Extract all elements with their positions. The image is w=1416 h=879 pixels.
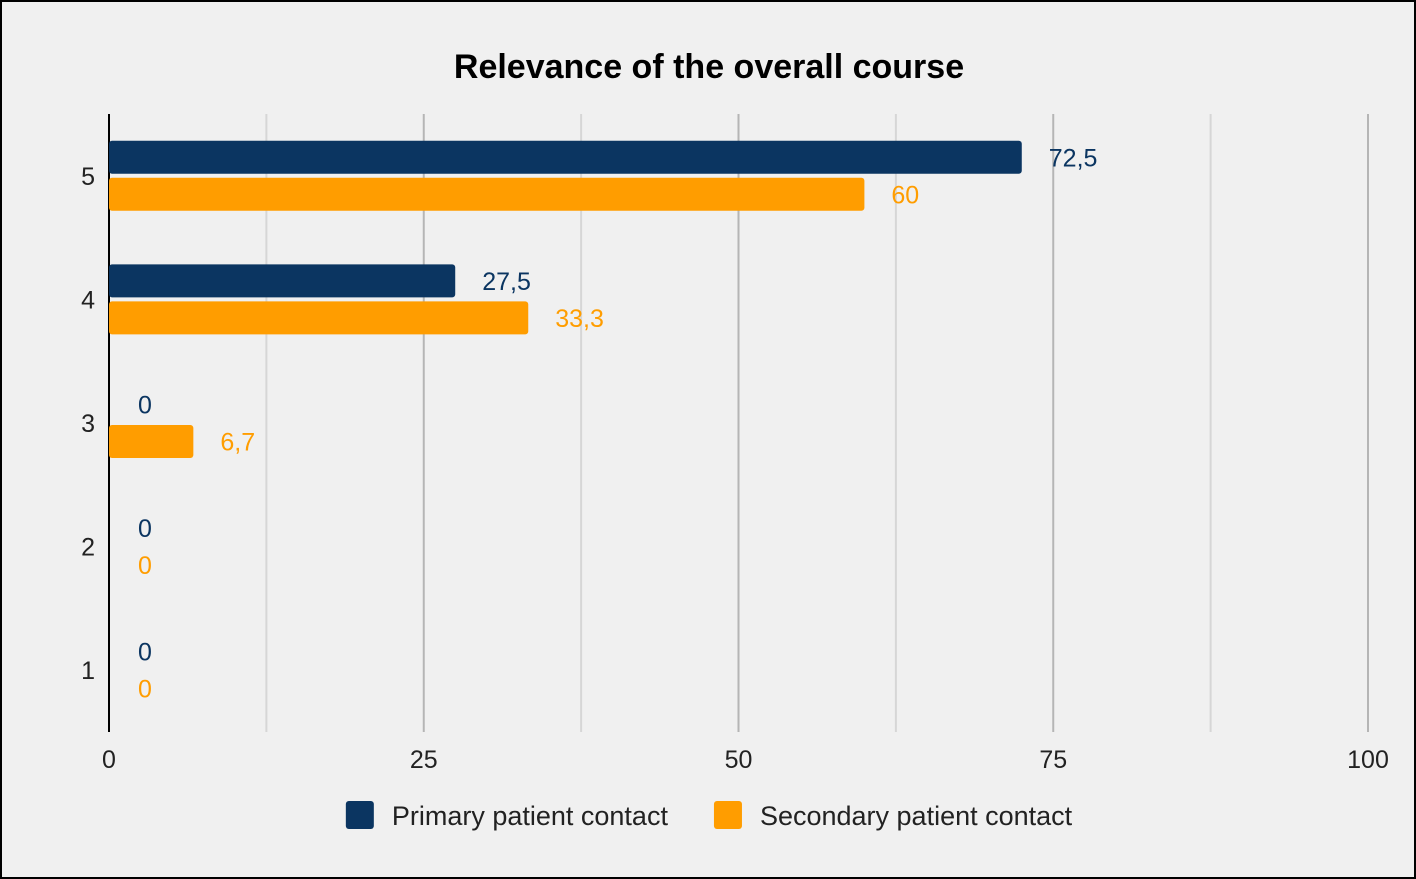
y-tick-label: 2	[81, 534, 95, 562]
data-label: 0	[138, 392, 152, 420]
data-label: 0	[138, 515, 152, 543]
x-tick-label: 75	[1039, 746, 1067, 774]
bar	[109, 264, 456, 298]
y-tick-label: 3	[81, 410, 95, 438]
bar	[109, 177, 865, 211]
data-label: 0	[138, 552, 152, 580]
bar	[109, 425, 194, 458]
x-tick-label: 25	[410, 746, 438, 774]
data-label: 33,3	[555, 305, 604, 333]
x-tick-label: 50	[725, 746, 753, 774]
x-tick-label: 100	[1347, 746, 1389, 774]
legend-swatch	[345, 801, 374, 829]
y-tick-label: 1	[81, 657, 95, 685]
legend-label: Secondary patient contact	[760, 801, 1073, 831]
grid-lines	[265, 114, 1369, 732]
bar	[109, 140, 1022, 174]
legend-label: Primary patient contact	[392, 801, 669, 831]
data-label: 0	[138, 676, 152, 704]
x-tick-labels: 0 25 50 75 100	[102, 746, 1389, 774]
data-label: 0	[138, 639, 152, 667]
data-label: 72,5	[1049, 144, 1098, 172]
data-label: 27,5	[482, 268, 531, 296]
data-labels: 72,5 60 27,5 33,3 0 6,7 0 0 0 0	[138, 144, 1097, 703]
x-tick-label: 0	[102, 746, 116, 774]
y-tick-label: 5	[81, 163, 95, 191]
y-tick-label: 4	[81, 286, 95, 314]
y-tick-labels: 5 4 3 2 1	[81, 163, 95, 685]
data-label: 6,7	[220, 429, 255, 457]
bar	[109, 301, 529, 335]
chart-title: Relevance of the overall course	[454, 48, 964, 86]
data-label: 60	[891, 181, 919, 209]
legend-swatch	[713, 801, 742, 829]
legend: Primary patient contact Secondary patient…	[345, 801, 1073, 831]
bars	[109, 140, 1022, 458]
